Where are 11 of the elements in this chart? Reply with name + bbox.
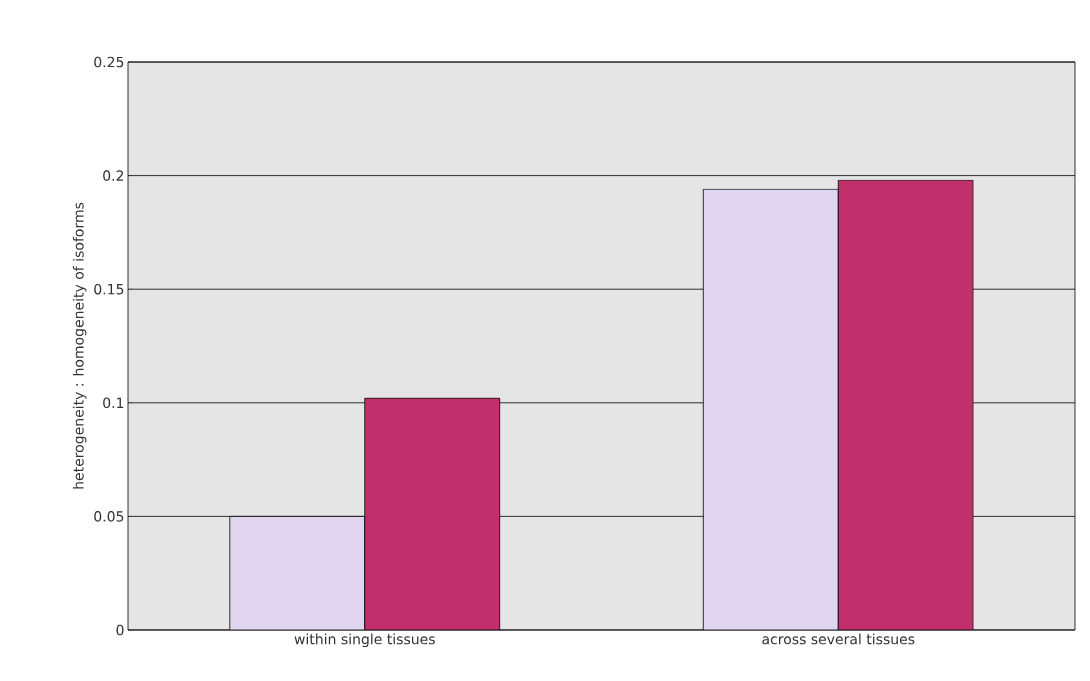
y-tick-label: 0.25	[94, 56, 124, 68]
y-tick-label: 0.15	[94, 283, 124, 295]
y-tick-label: 0	[116, 624, 124, 636]
bar	[364, 397, 501, 630]
y-tick-label: 0.05	[94, 511, 124, 522]
bar	[837, 179, 974, 630]
y-tick-label: 0.1	[103, 397, 124, 409]
y-tick-label: 0.2	[103, 170, 124, 181]
x-tick-label: across several tissues	[762, 633, 915, 645]
x-tick-label: within single tissues	[294, 633, 435, 648]
y-axis-title: heterogeneity : homogeneity of isoforms	[72, 202, 87, 489]
